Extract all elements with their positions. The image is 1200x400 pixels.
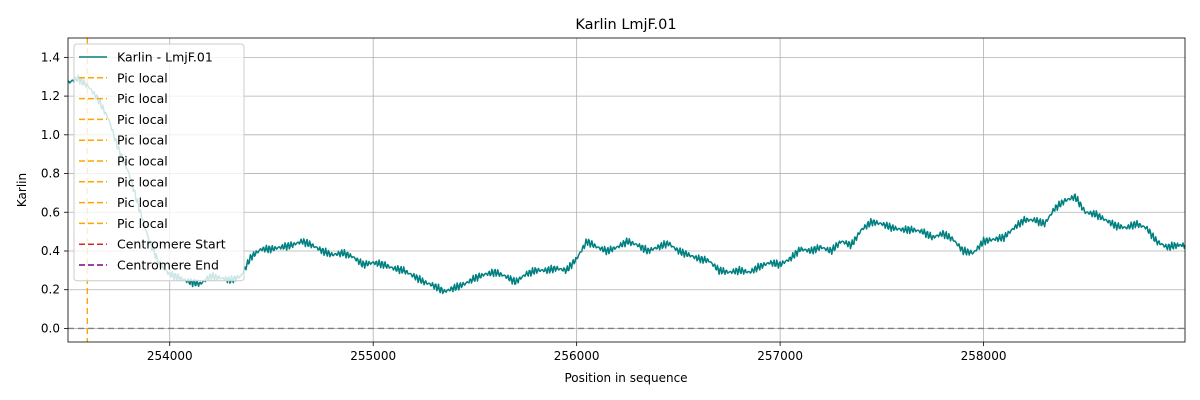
legend-label: Pic local bbox=[117, 216, 168, 231]
x-tick-label: 256000 bbox=[554, 349, 600, 363]
legend-label: Karlin - LmjF.01 bbox=[117, 50, 213, 65]
legend-label: Pic local bbox=[117, 195, 168, 210]
legend-label: Pic local bbox=[117, 133, 168, 148]
legend-box bbox=[73, 43, 245, 282]
grid-lines bbox=[68, 38, 1185, 342]
legend-label: Pic local bbox=[117, 154, 168, 169]
x-tick-label: 255000 bbox=[350, 349, 396, 363]
plot-frame bbox=[67, 37, 1186, 343]
chart-title: Karlin LmjF.01 bbox=[575, 17, 676, 33]
y-tick-label: 0.0 bbox=[41, 321, 60, 335]
y-tick-label: 0.4 bbox=[41, 244, 60, 258]
y-tick-label: 1.2 bbox=[41, 89, 60, 103]
y-tick-label: 0.2 bbox=[41, 283, 60, 297]
legend-label: Pic local bbox=[117, 174, 168, 189]
legend-label: Centromere Start bbox=[117, 237, 226, 252]
series-layer bbox=[67, 74, 1186, 295]
y-axis-label: Karlin bbox=[15, 173, 29, 207]
x-tick-label: 257000 bbox=[757, 349, 803, 363]
y-tick-label: 1.0 bbox=[41, 128, 60, 142]
y-tick-label: 1.4 bbox=[41, 50, 60, 64]
legend-label: Pic local bbox=[117, 112, 168, 127]
y-axis-ticks: 0.0 0.2 0.4 0.6 0.8 1.0 1.2 1.4 bbox=[41, 50, 68, 335]
legend-label: Pic local bbox=[117, 91, 168, 106]
y-tick-label: 0.6 bbox=[41, 205, 60, 219]
legend: Karlin - LmjF.01 Pic local Pic local Pic lo… bbox=[73, 43, 245, 282]
x-axis-label: Position in sequence bbox=[564, 371, 687, 385]
x-tick-label: 254000 bbox=[147, 349, 193, 363]
x-tick-label: 258000 bbox=[961, 349, 1007, 363]
legend-label: Pic local bbox=[117, 70, 168, 85]
legend-label: Centromere End bbox=[117, 258, 219, 273]
y-tick-label: 0.8 bbox=[41, 167, 60, 181]
x-axis-ticks: 254000 255000 256000 257000 258000 bbox=[147, 342, 1007, 363]
karlin-series-line bbox=[67, 74, 1186, 295]
